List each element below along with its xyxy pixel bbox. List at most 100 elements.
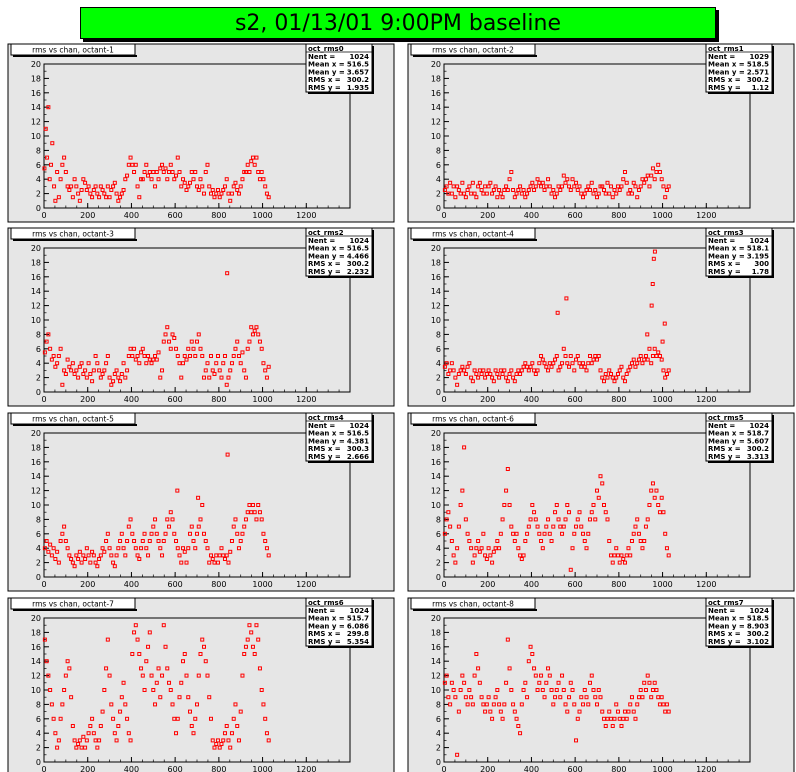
data-point [207, 695, 212, 700]
data-point [537, 531, 542, 536]
plot-area [443, 63, 751, 209]
data-point [500, 195, 505, 200]
data-point [607, 368, 612, 373]
data-point [146, 553, 151, 558]
data-point [470, 379, 475, 384]
data-point [561, 688, 566, 692]
data-point [645, 517, 650, 522]
x-tick-label: 1000 [652, 211, 672, 220]
y-tick-label: 20 [431, 429, 441, 438]
y-tick-label: 20 [431, 614, 441, 623]
data-point [643, 688, 648, 692]
data-point [490, 191, 495, 196]
stats-line: Mean y = [708, 437, 745, 445]
data-point [540, 546, 545, 551]
data-point [153, 517, 158, 522]
data-point [188, 180, 193, 185]
data-point [528, 364, 533, 369]
data-point [657, 170, 662, 174]
y-tick-label: 8 [436, 330, 441, 339]
data-point [133, 546, 138, 551]
data-point [123, 553, 128, 558]
data-point [235, 724, 240, 728]
data-point [560, 673, 565, 678]
data-point [245, 346, 250, 351]
data-point [629, 361, 634, 366]
y-tick-label: 16 [31, 89, 41, 98]
data-point [112, 180, 117, 185]
data-point [656, 503, 661, 507]
x-tick-label: 200 [480, 765, 495, 772]
data-point [140, 346, 145, 351]
y-tick-label: 20 [31, 614, 41, 623]
stats-value: 518.1 [747, 245, 769, 253]
stats-line: Nent = [708, 607, 735, 615]
data-point [123, 375, 128, 380]
stats-value: 1024 [350, 422, 370, 430]
x-tick-label: 1200 [696, 211, 716, 220]
data-point [158, 546, 163, 551]
data-point [656, 350, 661, 355]
data-point [546, 368, 551, 373]
data-point [505, 467, 510, 471]
data-point [147, 630, 152, 635]
data-point [111, 716, 116, 721]
data-point [86, 553, 91, 558]
data-point [588, 517, 593, 522]
y-tick-label: 2 [36, 744, 41, 753]
data-point [533, 372, 538, 376]
chart-title: rms vs chan, octant-7 [32, 600, 114, 609]
data-point [42, 350, 47, 355]
data-point [263, 539, 268, 543]
data-point [266, 553, 271, 558]
data-point [612, 379, 617, 384]
data-point [184, 357, 189, 362]
data-point [455, 382, 460, 387]
data-point [107, 673, 112, 678]
data-point [58, 539, 63, 543]
data-point [118, 709, 123, 714]
data-point [635, 195, 640, 200]
data-point [254, 623, 259, 628]
data-point [160, 162, 165, 167]
x-tick-label: 200 [80, 395, 95, 404]
stats-line: Nent = [308, 422, 335, 430]
data-point [662, 321, 667, 326]
data-point [123, 702, 128, 707]
x-tick-label: 1000 [252, 765, 272, 772]
stats-line: Mean x = [708, 61, 745, 69]
data-point [500, 716, 505, 721]
data-point [51, 546, 56, 551]
data-point [444, 517, 449, 522]
data-point [109, 382, 114, 387]
data-point [193, 170, 198, 174]
title-box-shadow [13, 55, 137, 57]
data-point [568, 567, 573, 572]
data-point [208, 553, 213, 558]
data-point [449, 361, 454, 366]
data-point [228, 198, 233, 203]
data-point [575, 188, 580, 192]
stats-value: 2.666 [347, 453, 369, 461]
data-point [229, 361, 234, 366]
data-point [191, 539, 196, 543]
stats-value: 1024 [350, 607, 370, 615]
data-point [497, 702, 502, 707]
x-tick-label: 0 [41, 395, 46, 404]
data-point [554, 688, 559, 692]
data-point [198, 346, 203, 351]
stats-name: oct_rms4 [308, 414, 344, 422]
data-point [649, 361, 654, 366]
data-point [460, 488, 465, 493]
data-point [474, 546, 479, 551]
stats-line: Mean y = [708, 622, 745, 630]
x-tick-label: 0 [441, 211, 446, 220]
chart-title: rms vs chan, octant-6 [432, 415, 514, 424]
data-point [109, 188, 114, 192]
y-tick-label: 12 [31, 302, 41, 311]
stats-value: 1024 [350, 53, 370, 61]
stats-line: RMS x = [308, 445, 341, 453]
data-point [168, 346, 173, 351]
data-point [163, 332, 168, 337]
stats-line: RMS y = [708, 453, 741, 461]
